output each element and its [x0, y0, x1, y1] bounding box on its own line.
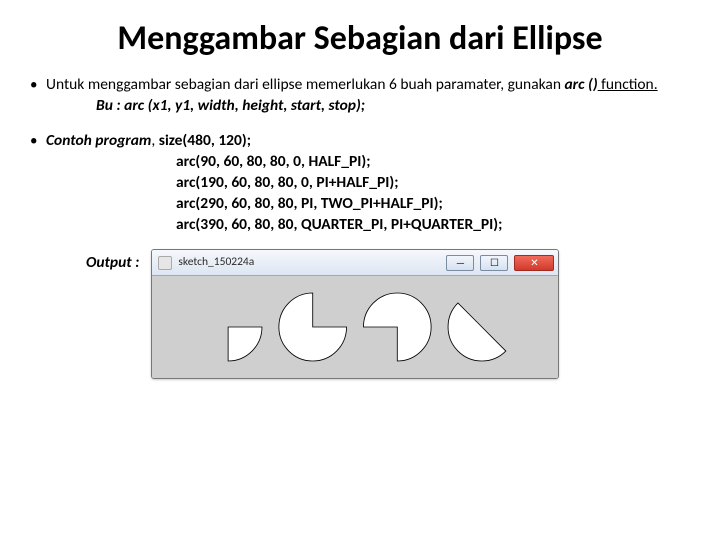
slide-title: Menggambar Sebagian dari Ellipse	[0, 0, 720, 67]
arc-func-label: arc ()	[564, 75, 597, 94]
code-line-2: arc(190, 60, 80, 80, 0, PI+HALF_PI);	[46, 173, 690, 194]
sketch-window: sketch_150224a — ☐ ✕	[151, 249, 559, 379]
bullet-2-text: Contoh program, size(480, 120); arc(90, …	[46, 131, 690, 236]
arc-shape	[448, 303, 506, 361]
function-word: function.	[598, 75, 658, 94]
b1-part-a: Untuk menggambar sebagian dari ellipse m…	[46, 75, 564, 94]
code-line-4: arc(390, 60, 80, 80, QUARTER_PI, PI+QUAR…	[46, 215, 690, 236]
arcs-svg	[152, 276, 558, 378]
output-row: Output : sketch_150224a — ☐ ✕	[30, 249, 690, 379]
window-title: sketch_150224a	[178, 255, 440, 271]
close-button[interactable]: ✕	[514, 255, 554, 271]
bullet-2: • Contoh program, size(480, 120); arc(90…	[30, 131, 690, 236]
bullet-dot: •	[30, 131, 46, 236]
contoh-label: Contoh program	[46, 131, 151, 150]
maximize-button[interactable]: ☐	[480, 255, 508, 271]
arc-shape	[229, 327, 263, 361]
arc-shape	[364, 293, 432, 361]
sketch-canvas	[152, 276, 558, 378]
window-titlebar: sketch_150224a — ☐ ✕	[152, 250, 558, 276]
output-label: Output :	[86, 249, 139, 274]
comma: ,	[151, 131, 158, 150]
code-line-1: arc(90, 60, 80, 80, 0, HALF_PI);	[46, 152, 690, 173]
bullet-1-text: Untuk menggambar sebagian dari ellipse m…	[46, 75, 690, 117]
bullet-1: • Untuk menggambar sebagian dari ellipse…	[30, 75, 690, 117]
minimize-button[interactable]: —	[446, 255, 474, 271]
arc-shape	[279, 293, 347, 361]
bullet-dot: •	[30, 75, 46, 117]
bu-syntax-line: Bu : arc (x1, y1, width, height, start, …	[46, 96, 690, 117]
app-icon	[158, 256, 172, 270]
slide-body: • Untuk menggambar sebagian dari ellipse…	[0, 67, 720, 379]
code-line-3: arc(290, 60, 80, 80, PI, TWO_PI+HALF_PI)…	[46, 194, 690, 215]
code-line-0: size(480, 120);	[159, 131, 251, 150]
